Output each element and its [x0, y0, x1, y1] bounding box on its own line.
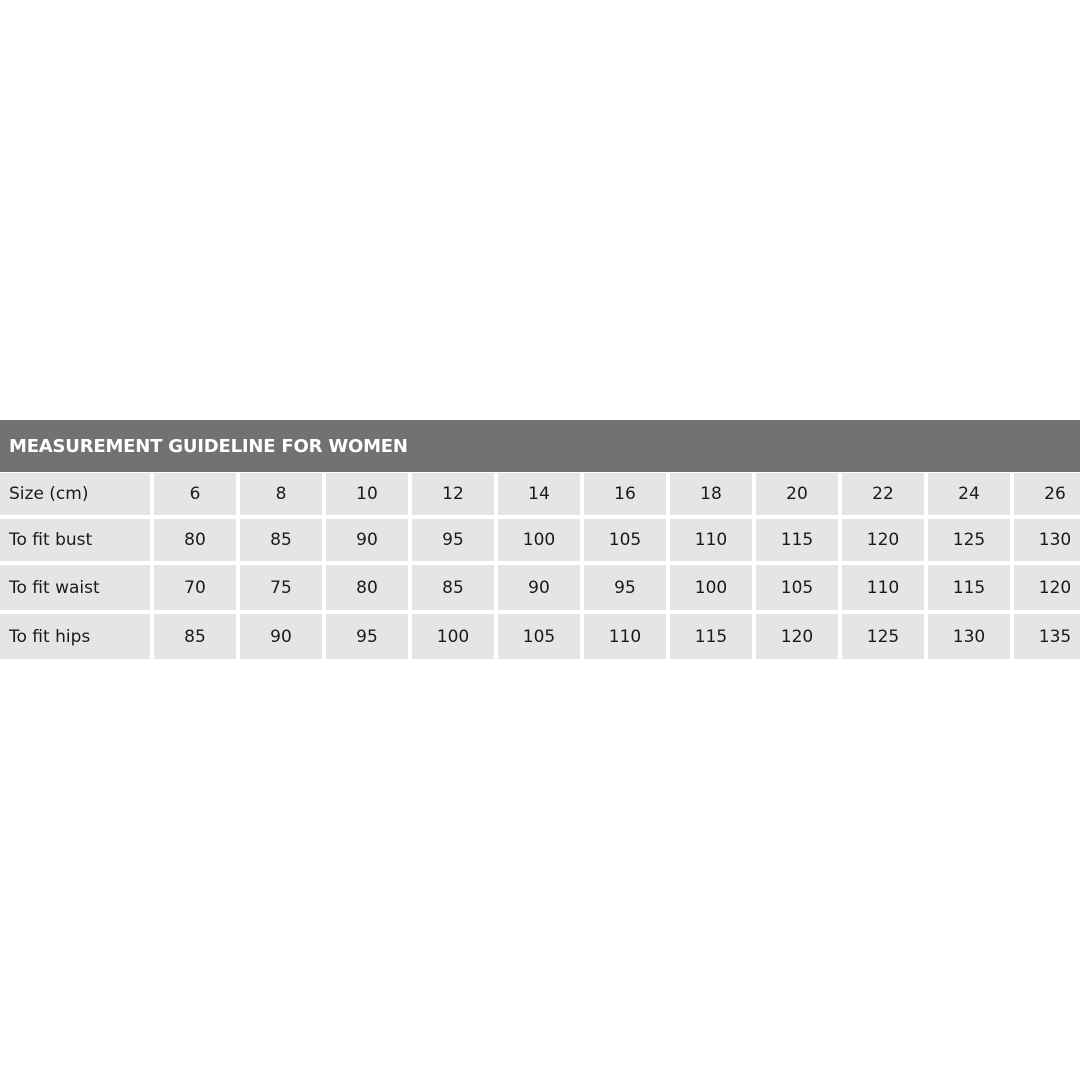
measurement-table: MEASUREMENT GUIDELINE FOR WOMEN Size (cm…: [0, 420, 1080, 663]
table-row: Size (cm) 6 8 10 12 14 16 18 20 22 24 26: [0, 473, 1080, 515]
table-cell: 130: [928, 614, 1010, 659]
row-label: To fit hips: [0, 614, 150, 659]
table-title: MEASUREMENT GUIDELINE FOR WOMEN: [0, 420, 1080, 472]
table-cell: 135: [1014, 614, 1080, 659]
table-cell: 100: [412, 614, 494, 659]
table-cell: 110: [670, 519, 752, 561]
size-header-cell: 6: [154, 473, 236, 515]
table-cell: 115: [756, 519, 838, 561]
table-cell: 105: [756, 565, 838, 610]
table-cell: 90: [240, 614, 322, 659]
table-body: Size (cm) 6 8 10 12 14 16 18 20 22 24 26 To fit bust…: [0, 473, 1080, 659]
table-cell: 95: [412, 519, 494, 561]
size-header-cell: 20: [756, 473, 838, 515]
table-cell: 125: [928, 519, 1010, 561]
row-label: Size (cm): [0, 473, 150, 515]
table-cell: 70: [154, 565, 236, 610]
table-cell: 90: [326, 519, 408, 561]
table-cell: 105: [584, 519, 666, 561]
size-header-cell: 10: [326, 473, 408, 515]
table-cell: 120: [1014, 565, 1080, 610]
table-cell: 80: [326, 565, 408, 610]
table-row: To fit bust 80 85 90 95 100 105 110 115 120 125 130: [0, 519, 1080, 561]
table-cell: 120: [756, 614, 838, 659]
table-cell: 100: [670, 565, 752, 610]
table-cell: 95: [584, 565, 666, 610]
size-header-cell: 24: [928, 473, 1010, 515]
table-row: To fit hips 85 90 95 100 105 110 115 120 125 130 13…: [0, 614, 1080, 659]
table-cell: 90: [498, 565, 580, 610]
size-header-cell: 14: [498, 473, 580, 515]
table-cell: 115: [928, 565, 1010, 610]
table-row: To fit waist 70 75 80 85 90 95 100 105 110 115 120: [0, 565, 1080, 610]
table-cell: 85: [412, 565, 494, 610]
table-cell: 125: [842, 614, 924, 659]
size-header-cell: 26: [1014, 473, 1080, 515]
table-cell: 110: [842, 565, 924, 610]
size-header-cell: 12: [412, 473, 494, 515]
table-cell: 95: [326, 614, 408, 659]
table-cell: 85: [154, 614, 236, 659]
table-cell: 115: [670, 614, 752, 659]
table-cell: 110: [584, 614, 666, 659]
table-cell: 105: [498, 614, 580, 659]
size-header-cell: 8: [240, 473, 322, 515]
size-header-cell: 16: [584, 473, 666, 515]
table-cell: 120: [842, 519, 924, 561]
size-header-cell: 18: [670, 473, 752, 515]
row-label: To fit waist: [0, 565, 150, 610]
table-cell: 80: [154, 519, 236, 561]
table-cell: 85: [240, 519, 322, 561]
size-header-cell: 22: [842, 473, 924, 515]
row-label: To fit bust: [0, 519, 150, 561]
table-cell: 100: [498, 519, 580, 561]
table-cell: 75: [240, 565, 322, 610]
table-cell: 130: [1014, 519, 1080, 561]
